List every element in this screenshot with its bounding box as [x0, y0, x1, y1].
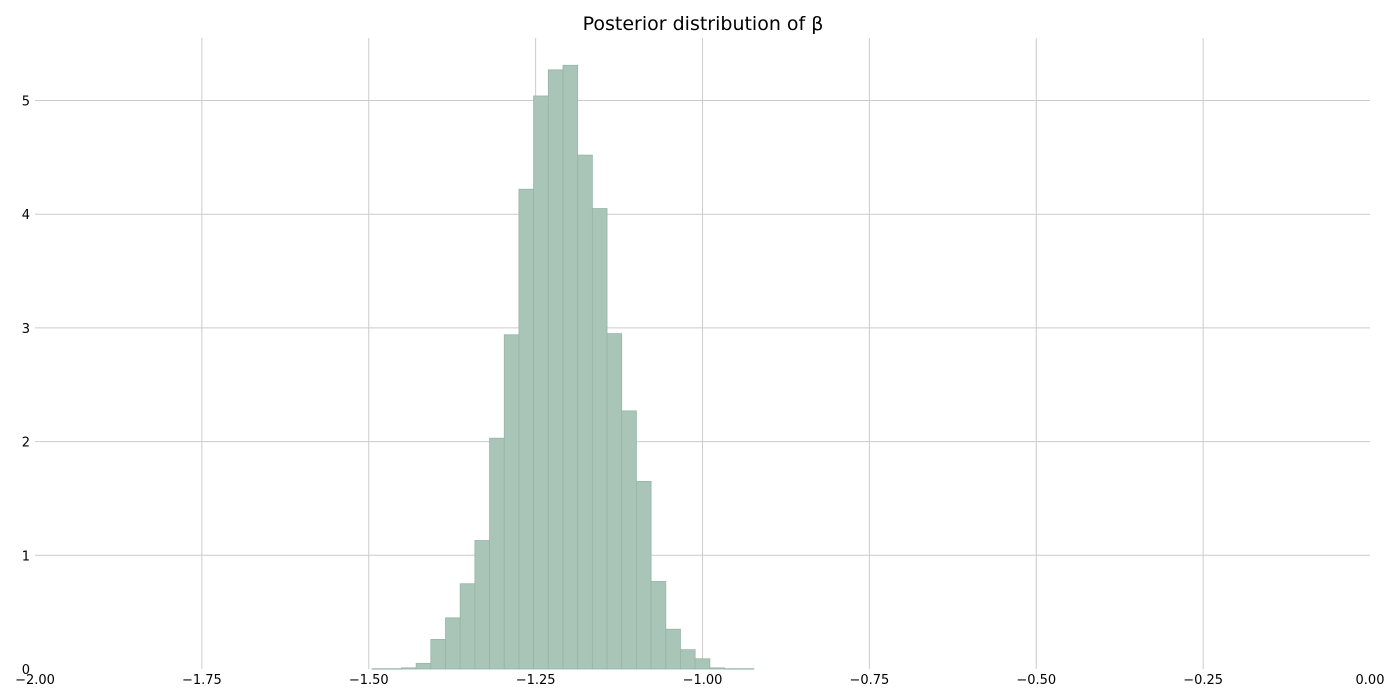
- y-tick-label: 2: [22, 436, 30, 451]
- histogram-bar: [724, 668, 740, 670]
- histogram-bar: [636, 481, 652, 670]
- histogram-bar: [650, 581, 667, 670]
- x-tick-label: −1.00: [683, 673, 723, 688]
- histogram-bar: [533, 95, 549, 670]
- histogram-bar: [694, 658, 711, 670]
- histogram-bar: [665, 628, 681, 670]
- histogram-bar: [680, 649, 696, 670]
- y-tick-label: 3: [22, 322, 30, 337]
- x-tick-label: −2.00: [15, 673, 55, 688]
- histogram-bar: [606, 333, 623, 670]
- histogram-bar: [386, 668, 402, 670]
- histogram-bar: [518, 188, 535, 670]
- x-axis-tick-labels: −2.00 −1.75 −1.50 −1.25 −1.00 −0.75 −0.50 −0.25…: [15, 673, 1384, 688]
- histogram-bar: [489, 437, 505, 670]
- histogram-bar: [371, 668, 388, 670]
- histogram-bar: [709, 667, 725, 670]
- y-axis-tick-labels: 0 1 2 3 4 5: [22, 95, 30, 678]
- histogram-bar: [621, 410, 637, 670]
- x-tick-label: −0.75: [849, 673, 889, 688]
- histogram-bar: [401, 667, 417, 670]
- histogram-bar: [415, 662, 432, 670]
- x-tick-label: −1.25: [516, 673, 556, 688]
- y-tick-label: 4: [22, 208, 30, 223]
- x-tick-label: 0.00: [1356, 673, 1385, 688]
- histogram-bar: [430, 639, 446, 670]
- histogram-bar: [591, 208, 608, 670]
- y-tick-label: 1: [22, 549, 30, 564]
- grid-lines: [35, 38, 1370, 669]
- histogram-bar: [459, 583, 476, 670]
- histogram-bar: [738, 668, 755, 670]
- x-tick-label: −1.75: [182, 673, 222, 688]
- chart-title: Posterior distribution of β: [583, 13, 824, 35]
- histogram-bar: [547, 69, 564, 670]
- histogram-bar: [474, 540, 490, 670]
- x-tick-label: −0.50: [1016, 673, 1056, 688]
- histogram-bar: [577, 154, 593, 670]
- y-tick-label: 5: [22, 95, 30, 110]
- x-tick-label: −0.25: [1183, 673, 1223, 688]
- histogram-bars: [371, 64, 755, 670]
- histogram-bar: [503, 334, 520, 670]
- histogram-bar: [562, 64, 579, 670]
- histogram-bar: [445, 617, 461, 670]
- x-tick-label: −1.50: [349, 673, 389, 688]
- y-tick-label: 0: [22, 663, 30, 678]
